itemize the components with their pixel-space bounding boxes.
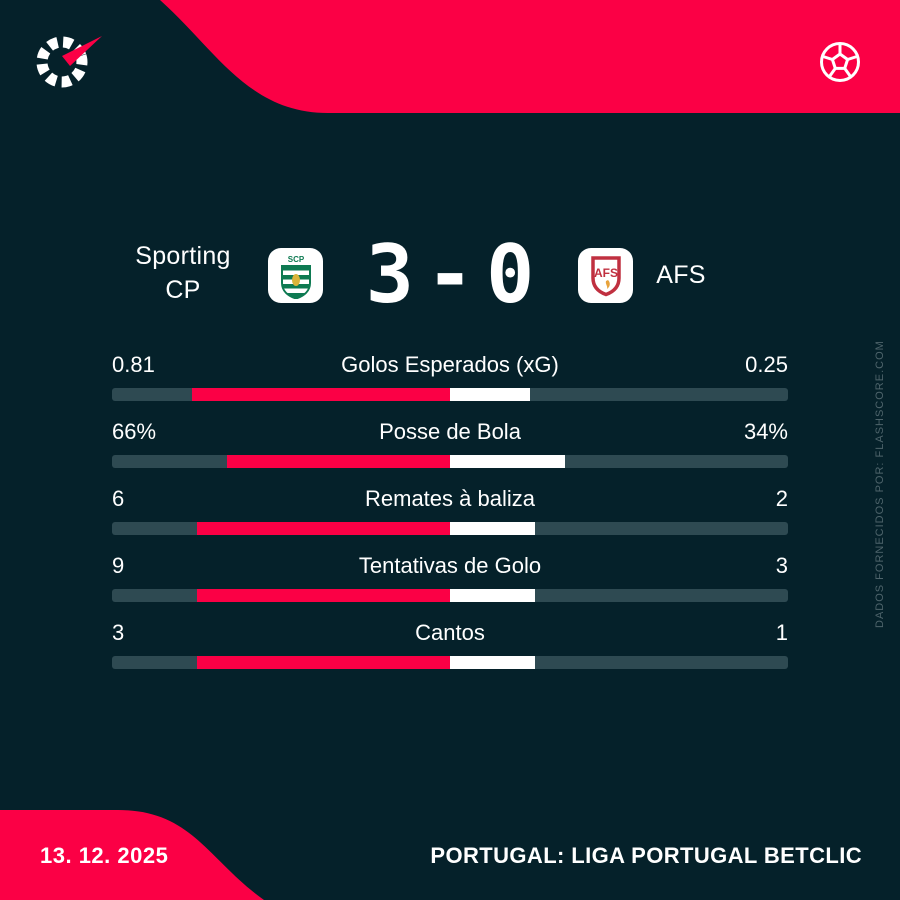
stat-label: Remates à baliza xyxy=(365,486,535,511)
stat-home-value: 3 xyxy=(112,620,125,645)
stat-home-value: 0.81 xyxy=(112,352,155,377)
home-team-name-line2: CP xyxy=(165,276,201,304)
stat-away-value: 34% xyxy=(743,419,788,444)
stat-bar xyxy=(112,455,788,468)
stat-bar-away xyxy=(450,455,565,468)
score: 3 - 0 xyxy=(350,233,550,317)
away-team-crest: AFS xyxy=(578,248,633,303)
stat-bar-home xyxy=(196,656,450,669)
match-date: 13. 12. 2025 xyxy=(40,843,169,868)
away-team-name-label: AFS xyxy=(656,261,706,289)
stat-bar-away xyxy=(450,589,535,602)
stat-row: 6 Remates à baliza 2 xyxy=(112,485,788,535)
home-score: 3 xyxy=(365,228,414,321)
football-icon xyxy=(820,42,860,82)
stat-bar xyxy=(112,589,788,602)
home-team-crest: SCP xyxy=(268,248,323,303)
stat-home-value: 9 xyxy=(112,553,125,578)
competition-label: PORTUGAL: LIGA PORTUGAL BETCLIC xyxy=(430,843,862,868)
stat-label: Posse de Bola xyxy=(379,419,521,444)
home-crest-label: SCP xyxy=(287,255,304,264)
stat-bar-home xyxy=(191,388,450,401)
score-separator: - xyxy=(425,228,475,321)
stat-row: 9 Tentativas de Golo 3 xyxy=(112,552,788,602)
stat-home-value: 6 xyxy=(112,486,125,511)
afs-crest-icon: AFS xyxy=(590,255,621,296)
home-team-name-line1: Sporting xyxy=(135,242,231,270)
stat-label: Tentativas de Golo xyxy=(358,553,542,578)
stat-bar-home xyxy=(226,455,450,468)
stat-bar-away xyxy=(450,656,535,669)
stat-bar-away xyxy=(450,522,535,535)
away-crest-label: AFS xyxy=(594,266,618,280)
stats-list: 0.81 Golos Esperados (xG) 0.25 66% Posse… xyxy=(112,351,788,686)
stat-row: 66% Posse de Bola 34% xyxy=(112,418,788,468)
stat-away-value: 2 xyxy=(775,486,788,511)
home-team-name: Sporting CP xyxy=(88,239,278,307)
stat-bar-home xyxy=(196,522,450,535)
flashscore-logo-icon xyxy=(36,36,102,88)
stat-bar-home xyxy=(196,589,450,602)
stat-away-value: 0.25 xyxy=(745,352,788,377)
top-accent-band xyxy=(160,0,900,113)
stat-home-value: 66% xyxy=(112,419,157,444)
stat-bar-away xyxy=(450,388,530,401)
away-team-name: AFS xyxy=(586,258,776,292)
stat-away-value: 3 xyxy=(775,553,788,578)
stat-label: Golos Esperados (xG) xyxy=(341,352,559,377)
sporting-cp-crest-icon: SCP xyxy=(280,255,311,299)
bottom-accent-band xyxy=(0,810,264,900)
stat-row: 0.81 Golos Esperados (xG) 0.25 xyxy=(112,351,788,401)
stat-bar xyxy=(112,388,788,401)
away-score: 0 xyxy=(486,228,535,321)
stat-bar xyxy=(112,656,788,669)
data-provider-watermark: DADOS FORNECIDOS POR: FLASHSCORE.COM xyxy=(874,340,886,628)
stat-bar xyxy=(112,522,788,535)
stat-label: Cantos xyxy=(415,620,485,645)
stat-row: 3 Cantos 1 xyxy=(112,619,788,669)
stat-away-value: 1 xyxy=(775,620,788,645)
